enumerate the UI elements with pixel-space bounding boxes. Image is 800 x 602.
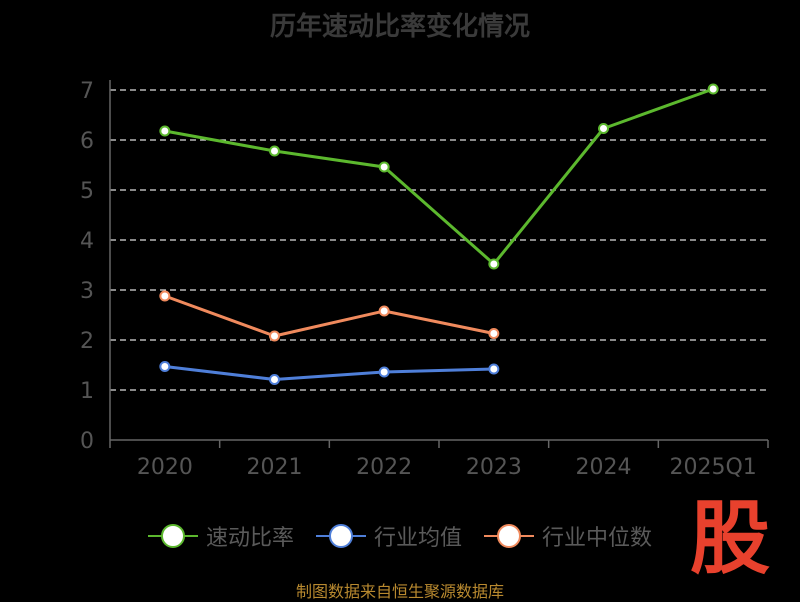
x-tick-label: 2020 — [137, 455, 193, 480]
y-tick-label: 6 — [80, 129, 94, 154]
data-point-series-0 — [598, 123, 609, 134]
legend-marker-industry-mean — [315, 524, 366, 548]
series-line-1 — [164, 365, 494, 381]
data-point-series-1 — [269, 374, 280, 385]
data-point-series-1 — [488, 363, 500, 375]
x-tick-label: 2021 — [247, 455, 303, 480]
y-tick-label: 3 — [80, 279, 94, 304]
legend-label-industry-mean: 行业均值 — [373, 526, 462, 551]
legend: 速动比率 行业均值 行业中位数 — [0, 520, 800, 552]
legend-item-quick-ratio[interactable]: 速动比率 — [147, 520, 294, 552]
y-tick-label: 7 — [80, 79, 94, 104]
data-point-series-0 — [488, 258, 500, 270]
x-tick-label: 2022 — [356, 455, 412, 480]
legend-marker-quick-ratio — [147, 524, 198, 548]
legend-label-industry-median: 行业中位数 — [542, 526, 653, 551]
data-point-series-2 — [488, 328, 500, 339]
data-point-series-1 — [159, 361, 171, 372]
data-point-series-2 — [269, 330, 280, 342]
x-tick-label: 2024 — [576, 455, 632, 480]
data-point-series-1 — [378, 366, 390, 378]
y-tick-label: 0 — [80, 429, 94, 454]
legend-item-industry-median[interactable]: 行业中位数 — [484, 520, 652, 552]
data-point-series-2 — [159, 290, 171, 302]
legend-marker-industry-median — [484, 524, 534, 548]
source-note: 制图数据来自恒生聚源数据库 — [295, 582, 504, 601]
y-tick-label: 2 — [80, 329, 94, 354]
y-tick-label: 5 — [80, 179, 94, 204]
data-point-series-2 — [378, 305, 390, 317]
series-line-2 — [164, 294, 495, 338]
legend-label-quick-ratio: 速动比率 — [205, 526, 294, 551]
chart-title: 历年速动比率变化情况 — [269, 12, 530, 42]
x-tick-label: 2023 — [466, 455, 522, 480]
series-line-0 — [164, 87, 714, 266]
data-point-series-0 — [269, 145, 280, 157]
data-point-series-0 — [378, 161, 390, 173]
watermark-logo: 股 — [690, 491, 770, 585]
legend-item-industry-mean[interactable]: 行业均值 — [315, 520, 462, 552]
data-point-series-0 — [707, 83, 719, 95]
y-tick-label: 1 — [80, 379, 94, 404]
data-point-series-0 — [159, 125, 171, 137]
y-tick-label: 4 — [80, 229, 94, 254]
x-tick-label: 2025Q1 — [670, 455, 757, 480]
